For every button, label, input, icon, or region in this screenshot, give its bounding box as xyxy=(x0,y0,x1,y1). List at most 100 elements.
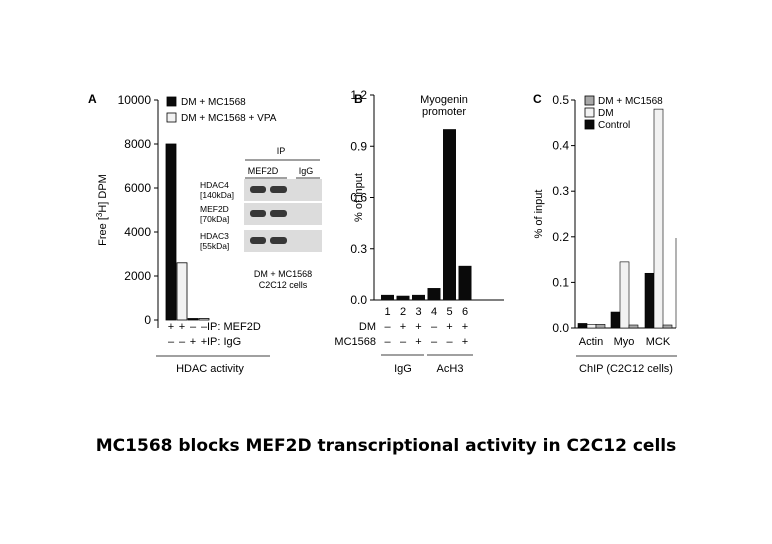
sign-mark: + xyxy=(415,321,421,333)
sign-mark: – xyxy=(384,321,391,333)
y-tick-label: 0.0 xyxy=(552,321,569,335)
inset-footer: C2C12 cells xyxy=(259,280,308,290)
inset-footer: DM + MC1568 xyxy=(254,269,312,279)
inset-row-label: HDAC3 [55kDa] xyxy=(200,231,229,251)
bar-lane-5 xyxy=(443,129,456,300)
bar-mck-dm-mc1568 xyxy=(662,324,673,329)
bar-mck-control xyxy=(644,272,655,329)
inset-ip-header: IP xyxy=(277,146,286,156)
bar-myo-dm-mc1568 xyxy=(628,324,639,329)
y-tick-label: 0.2 xyxy=(552,230,569,244)
bar-lane-1 xyxy=(381,294,394,300)
sign-mark: + xyxy=(201,336,207,348)
y-tick-label: 6000 xyxy=(124,181,151,195)
panel-c-letter: C xyxy=(533,92,542,106)
legend-label: Control xyxy=(598,120,630,131)
bar-lane-4 xyxy=(427,288,441,300)
blot-band xyxy=(270,186,287,193)
y-tick-label: 0 xyxy=(144,313,151,327)
panel-b: B 0.0 0.3 0.6 0.9 1.2 % of input Myogenin promo… xyxy=(334,88,504,375)
x-tick-label: Actin xyxy=(579,336,603,348)
sign-mark: – xyxy=(384,336,391,348)
row-label: DM xyxy=(359,321,376,333)
bar-dm-mc1568-vpa-igg xyxy=(198,318,210,321)
bar-actin-dm xyxy=(586,324,597,329)
bar-lane-3 xyxy=(412,294,425,300)
y-tick-label: 0.4 xyxy=(552,139,569,153)
y-tick-label: 0.9 xyxy=(350,139,367,153)
x-axis-label: HDAC activity xyxy=(176,363,244,375)
chart-title: Myogenin promoter xyxy=(420,94,468,118)
y-tick-label: 4000 xyxy=(124,225,151,239)
inset-col-label: MEF2D xyxy=(248,166,279,176)
sign-mark: + xyxy=(415,336,421,348)
y-axis-label: % of input xyxy=(353,173,365,222)
inset-col-label: IgG xyxy=(299,166,314,176)
y-tick-label: 10000 xyxy=(118,93,152,107)
group-label: AcH3 xyxy=(437,363,464,375)
bar-actin-dm-mc1568 xyxy=(595,324,606,329)
x-axis-label: ChIP (C2C12 cells) xyxy=(579,363,673,375)
x-tick-label: 2 xyxy=(400,306,406,318)
panel-a: A 0 2000 4000 6000 8000 10000 Free [3H] DPM DM… xyxy=(88,92,322,375)
legend-swatch xyxy=(584,95,595,106)
blot-band xyxy=(250,210,266,217)
bar-myo-dm xyxy=(619,261,630,329)
y-tick-label: 0.1 xyxy=(552,275,569,289)
sign-mark: + xyxy=(179,321,185,333)
group-label: IgG xyxy=(394,363,412,375)
blot-band xyxy=(270,210,287,217)
inset-row-label: HDAC4 [140kDa] xyxy=(200,180,234,200)
bar-myo-control xyxy=(610,311,621,329)
y-tick-label: 2000 xyxy=(124,269,151,283)
bar-dm-mc1568-igg xyxy=(187,318,199,321)
bar-dm-mc1568-vpa-mef2d xyxy=(176,262,188,321)
sign-mark: – xyxy=(168,336,175,348)
legend-label: DM + MC1568 + VPA xyxy=(181,113,277,124)
legend-label: DM xyxy=(598,108,614,119)
panel-b-letter: B xyxy=(354,92,363,106)
sign-mark: – xyxy=(179,336,186,348)
y-tick-label: 0.0 xyxy=(350,293,367,307)
legend-swatch xyxy=(166,96,177,107)
x-tick-label: MCK xyxy=(646,336,671,348)
x-tick-label: 4 xyxy=(431,306,437,318)
sign-mark: + xyxy=(462,321,468,333)
panel-a-letter: A xyxy=(88,92,97,106)
x-tick-label: 3 xyxy=(415,306,421,318)
legend-swatch xyxy=(584,107,595,118)
x-tick-label: 1 xyxy=(384,306,390,318)
blot-band xyxy=(250,186,266,193)
sign-mark: + xyxy=(190,336,196,348)
inset-row-label: MEF2D [70kDa] xyxy=(200,204,229,224)
sign-mark: – xyxy=(201,321,208,333)
x-tick-label: 5 xyxy=(446,306,452,318)
bar-lane-6 xyxy=(458,265,472,300)
sign-mark: – xyxy=(431,321,438,333)
bar-mck-dm xyxy=(653,108,664,329)
blot-band xyxy=(250,237,266,244)
y-tick-label: 0.6 xyxy=(350,191,367,205)
western-blot-inset: IP MEF2D IgG HDAC4 [140kDa] MEF2D [70kDa] HDAC3… xyxy=(200,146,322,290)
y-tick-label: 0.3 xyxy=(552,184,569,198)
bar-dm-mc1568-mef2d xyxy=(165,143,177,321)
sign-mark: – xyxy=(446,336,453,348)
sign-mark: + xyxy=(400,321,406,333)
blot-band xyxy=(270,237,287,244)
y-tick-label: 1.2 xyxy=(350,88,367,102)
y-axis-label: Free [3H] DPM xyxy=(95,174,109,246)
sign-mark: – xyxy=(431,336,438,348)
row-label: MC1568 xyxy=(334,336,376,348)
bar-lane-2 xyxy=(396,295,410,300)
sign-mark: – xyxy=(400,336,407,348)
y-tick-label: 0.3 xyxy=(350,242,367,256)
row-label: IP: IgG xyxy=(207,336,241,348)
panel-c: C 0.0 0.1 0.2 0.3 0.4 0.5 % of input Actin Myo M… xyxy=(533,92,677,375)
row-label: IP: MEF2D xyxy=(207,321,261,333)
y-tick-label: 0.5 xyxy=(552,93,569,107)
x-tick-label: 6 xyxy=(462,306,468,318)
legend-label: DM + MC1568 xyxy=(181,97,246,108)
sign-mark: + xyxy=(446,321,452,333)
sign-mark: – xyxy=(190,321,197,333)
figure-canvas: A 0 2000 4000 6000 8000 10000 Free [3H] DPM DM… xyxy=(88,88,677,375)
